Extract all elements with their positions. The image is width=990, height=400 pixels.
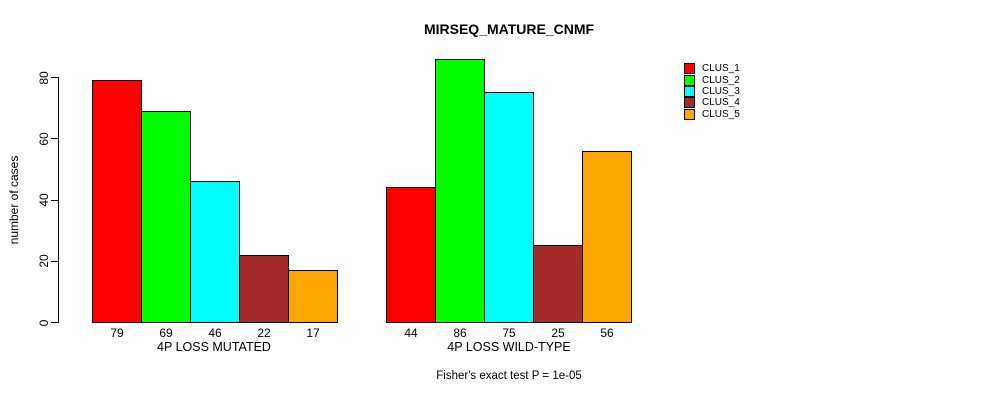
legend-item-clus_4: CLUS_4 (684, 97, 740, 109)
bar-clus_4-group1 (239, 255, 289, 323)
bar-value-label: 17 (306, 326, 320, 340)
bar-clus_5-group2 (582, 151, 632, 323)
legend-label: CLUS_3 (702, 85, 740, 97)
legend-item-clus_2: CLUS_2 (684, 74, 740, 86)
legend-label: CLUS_5 (702, 108, 740, 120)
bar-clus_3-group1 (190, 181, 240, 323)
bar-clus_1-group2 (386, 187, 436, 323)
bar-value-label: 79 (110, 326, 124, 340)
bar-value-label: 25 (551, 326, 565, 340)
y-tick-label: 60 (37, 132, 51, 146)
y-tick-label: 80 (37, 71, 51, 85)
y-tick-mark (51, 77, 58, 79)
bar-clus_5-group1 (288, 270, 338, 323)
bar-clus_2-group2 (435, 59, 485, 323)
legend-swatch-clus_5 (684, 108, 695, 120)
bar-clus_2-group1 (141, 111, 191, 323)
y-tick-mark (51, 260, 58, 262)
legend: CLUS_1 CLUS_2 CLUS_3 CLUS_4 CLUS_5 (684, 63, 740, 120)
y-tick-label: 20 (37, 254, 51, 268)
bar-value-label: 44 (404, 326, 418, 340)
legend-item-clus_1: CLUS_1 (684, 63, 740, 75)
y-tick-mark (51, 138, 58, 140)
bar-value-label: 69 (159, 326, 173, 340)
bar-value-label: 46 (208, 326, 222, 340)
y-axis-line (58, 77, 59, 323)
y-axis-label: number of cases (7, 155, 21, 245)
legend-swatch-clus_3 (684, 85, 695, 97)
legend-swatch-clus_1 (684, 63, 695, 75)
legend-swatch-clus_2 (684, 74, 695, 86)
bar-value-label: 75 (502, 326, 516, 340)
x-group-label-wildtype: 4P LOSS WILD-TYPE (447, 340, 571, 354)
y-tick-mark (51, 199, 58, 201)
legend-label: CLUS_2 (702, 74, 740, 86)
bar-clus_3-group2 (484, 92, 534, 323)
bar-value-label: 86 (453, 326, 467, 340)
footnote: Fisher's exact test P = 1e-05 (436, 370, 582, 382)
x-group-label-mutated: 4P LOSS MUTATED (157, 340, 271, 354)
bar-value-label: 56 (600, 326, 614, 340)
y-tick-label: 0 (37, 319, 51, 326)
y-tick-mark (51, 322, 58, 323)
legend-item-clus_3: CLUS_3 (684, 85, 740, 97)
bar-clus_1-group1 (92, 80, 142, 323)
bar-clus_4-group2 (533, 245, 583, 323)
legend-label: CLUS_1 (702, 63, 740, 75)
legend-swatch-clus_4 (684, 97, 695, 109)
y-tick-label: 40 (37, 193, 51, 207)
bar-value-label: 22 (257, 326, 271, 340)
legend-label: CLUS_4 (702, 97, 740, 109)
legend-item-clus_5: CLUS_5 (684, 108, 740, 120)
chart-title: MIRSEQ_MATURE_CNMF (423, 21, 595, 37)
